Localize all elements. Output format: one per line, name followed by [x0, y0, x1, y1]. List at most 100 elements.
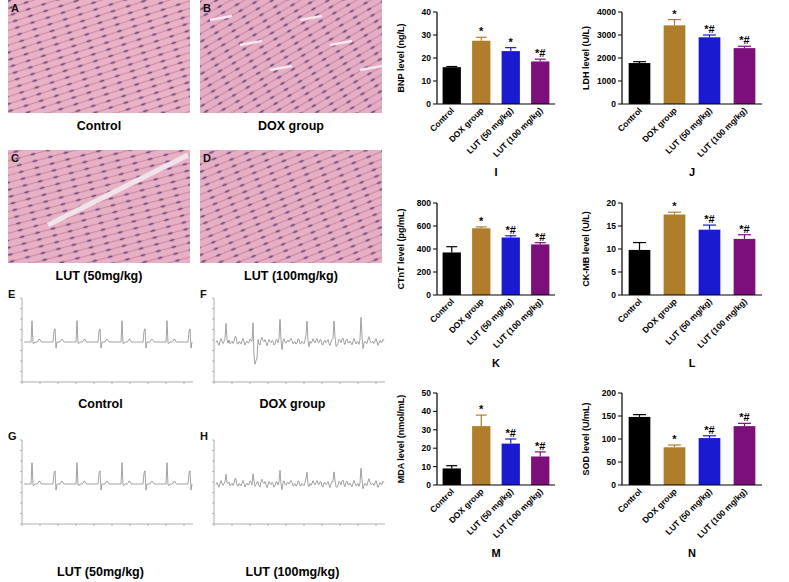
y-tick [618, 58, 622, 59]
ecg-tick [212, 450, 214, 451]
ecg-tick [58, 524, 59, 526]
y-tick-label: 1000 [597, 76, 616, 86]
error-bar [703, 35, 716, 37]
ecg-tick [212, 503, 214, 504]
y-tick-label: 200 [417, 267, 431, 277]
ecg-tick [212, 361, 214, 362]
plot-area [629, 415, 756, 485]
ecg-tick [212, 382, 214, 383]
ecg-tick [20, 350, 22, 351]
error-bar [738, 46, 751, 48]
ecg-tick [20, 340, 22, 341]
significance-mark: *# [535, 440, 545, 452]
x-tick-label: Control [615, 296, 643, 324]
x-tick-label: LUT (100 mg/kg) [695, 296, 749, 350]
y-tick [433, 35, 437, 36]
ecg-tick [94, 382, 95, 384]
error-bar [633, 415, 646, 417]
x-tick-label: LUT (100 mg/kg) [491, 105, 545, 159]
y-tick [433, 104, 437, 105]
y-tick-label: 800 [417, 198, 431, 208]
ecg-tick [212, 308, 214, 309]
tissue-gap [48, 155, 188, 225]
bar [629, 417, 651, 485]
ecg-tick [20, 308, 22, 309]
bar [472, 228, 490, 295]
ecg-tick [322, 524, 323, 526]
ecg-tick [250, 382, 251, 384]
ecg-tick [20, 361, 22, 362]
significance-mark: *# [506, 224, 516, 236]
ecg-tick [20, 503, 22, 504]
histology-image [8, 0, 190, 113]
panel-label: DOX group [258, 119, 324, 133]
ecg-tick [76, 524, 77, 526]
error-bar [505, 439, 516, 444]
error-bar [633, 62, 646, 63]
significance-mark: *# [704, 424, 714, 436]
bar [734, 239, 756, 295]
ecg-tick [148, 524, 149, 526]
error-bar [668, 212, 681, 214]
ecg-tick [214, 382, 215, 384]
y-tick-label: 20 [422, 53, 432, 63]
y-tick [433, 203, 437, 204]
bar [472, 426, 490, 485]
significance-mark: * [672, 8, 677, 20]
error-bar [535, 243, 546, 245]
y-tick [433, 272, 437, 273]
panel-label: LUT (100mg/kg) [244, 269, 338, 283]
significance-mark: *# [535, 231, 545, 243]
chart-title: N [688, 547, 696, 559]
y-tick [618, 81, 622, 82]
ecg-tick [40, 524, 41, 526]
bar [699, 438, 721, 485]
error-bar [476, 415, 487, 426]
y-tick [618, 393, 622, 394]
y-tick [618, 439, 622, 440]
panel-letter: A [11, 2, 19, 14]
error-bar [446, 247, 457, 253]
x-tick-label: Control [428, 105, 456, 133]
ecg-tick [268, 524, 269, 526]
ecg-tick [212, 319, 214, 320]
significance-mark: *# [704, 23, 714, 35]
bar [629, 250, 651, 295]
error-cap [446, 246, 457, 247]
ecg-tick [148, 382, 149, 384]
bar-chart: **#*#050100150200SOD level (U/mL)Control… [581, 388, 762, 559]
significance-mark: *# [739, 223, 749, 235]
x-tick-label: Control [428, 486, 456, 514]
ecg-tick [40, 382, 41, 384]
bar [443, 252, 461, 295]
bar-chart: **#*#05101520CK-MB level (U/L)ControlDOX… [581, 198, 762, 369]
ecg-tick [20, 382, 22, 383]
y-tick [618, 462, 622, 463]
y-tick [433, 12, 437, 13]
ecg-tick [130, 382, 131, 384]
error-bar [668, 20, 681, 26]
y-tick-label: 10 [422, 76, 432, 86]
ecg-tick [212, 371, 214, 372]
bar [734, 48, 756, 104]
bar [502, 444, 520, 485]
bar [502, 238, 520, 296]
y-tick [618, 485, 622, 486]
bar-chart: **#*#01000200030004000LDH level (U/L)Con… [581, 7, 762, 178]
ecg-tick [112, 382, 113, 384]
x-axis [622, 103, 762, 104]
ecg-tick [250, 524, 251, 526]
ecg-tick [20, 492, 22, 493]
error-bar [633, 243, 646, 250]
plot-area [443, 227, 550, 295]
y-tick-label: 0 [611, 480, 616, 490]
significance-mark: * [509, 36, 514, 48]
panel-label: LUT (100mg/kg) [246, 565, 340, 579]
plot-area [443, 37, 550, 104]
panel-label: Control [78, 397, 122, 411]
error-bar [668, 445, 681, 447]
ecg-tick [20, 329, 22, 330]
x-tick-label: LUT (100 mg/kg) [491, 486, 545, 540]
ecg-tick [286, 524, 287, 526]
chart-title: M [491, 547, 500, 559]
